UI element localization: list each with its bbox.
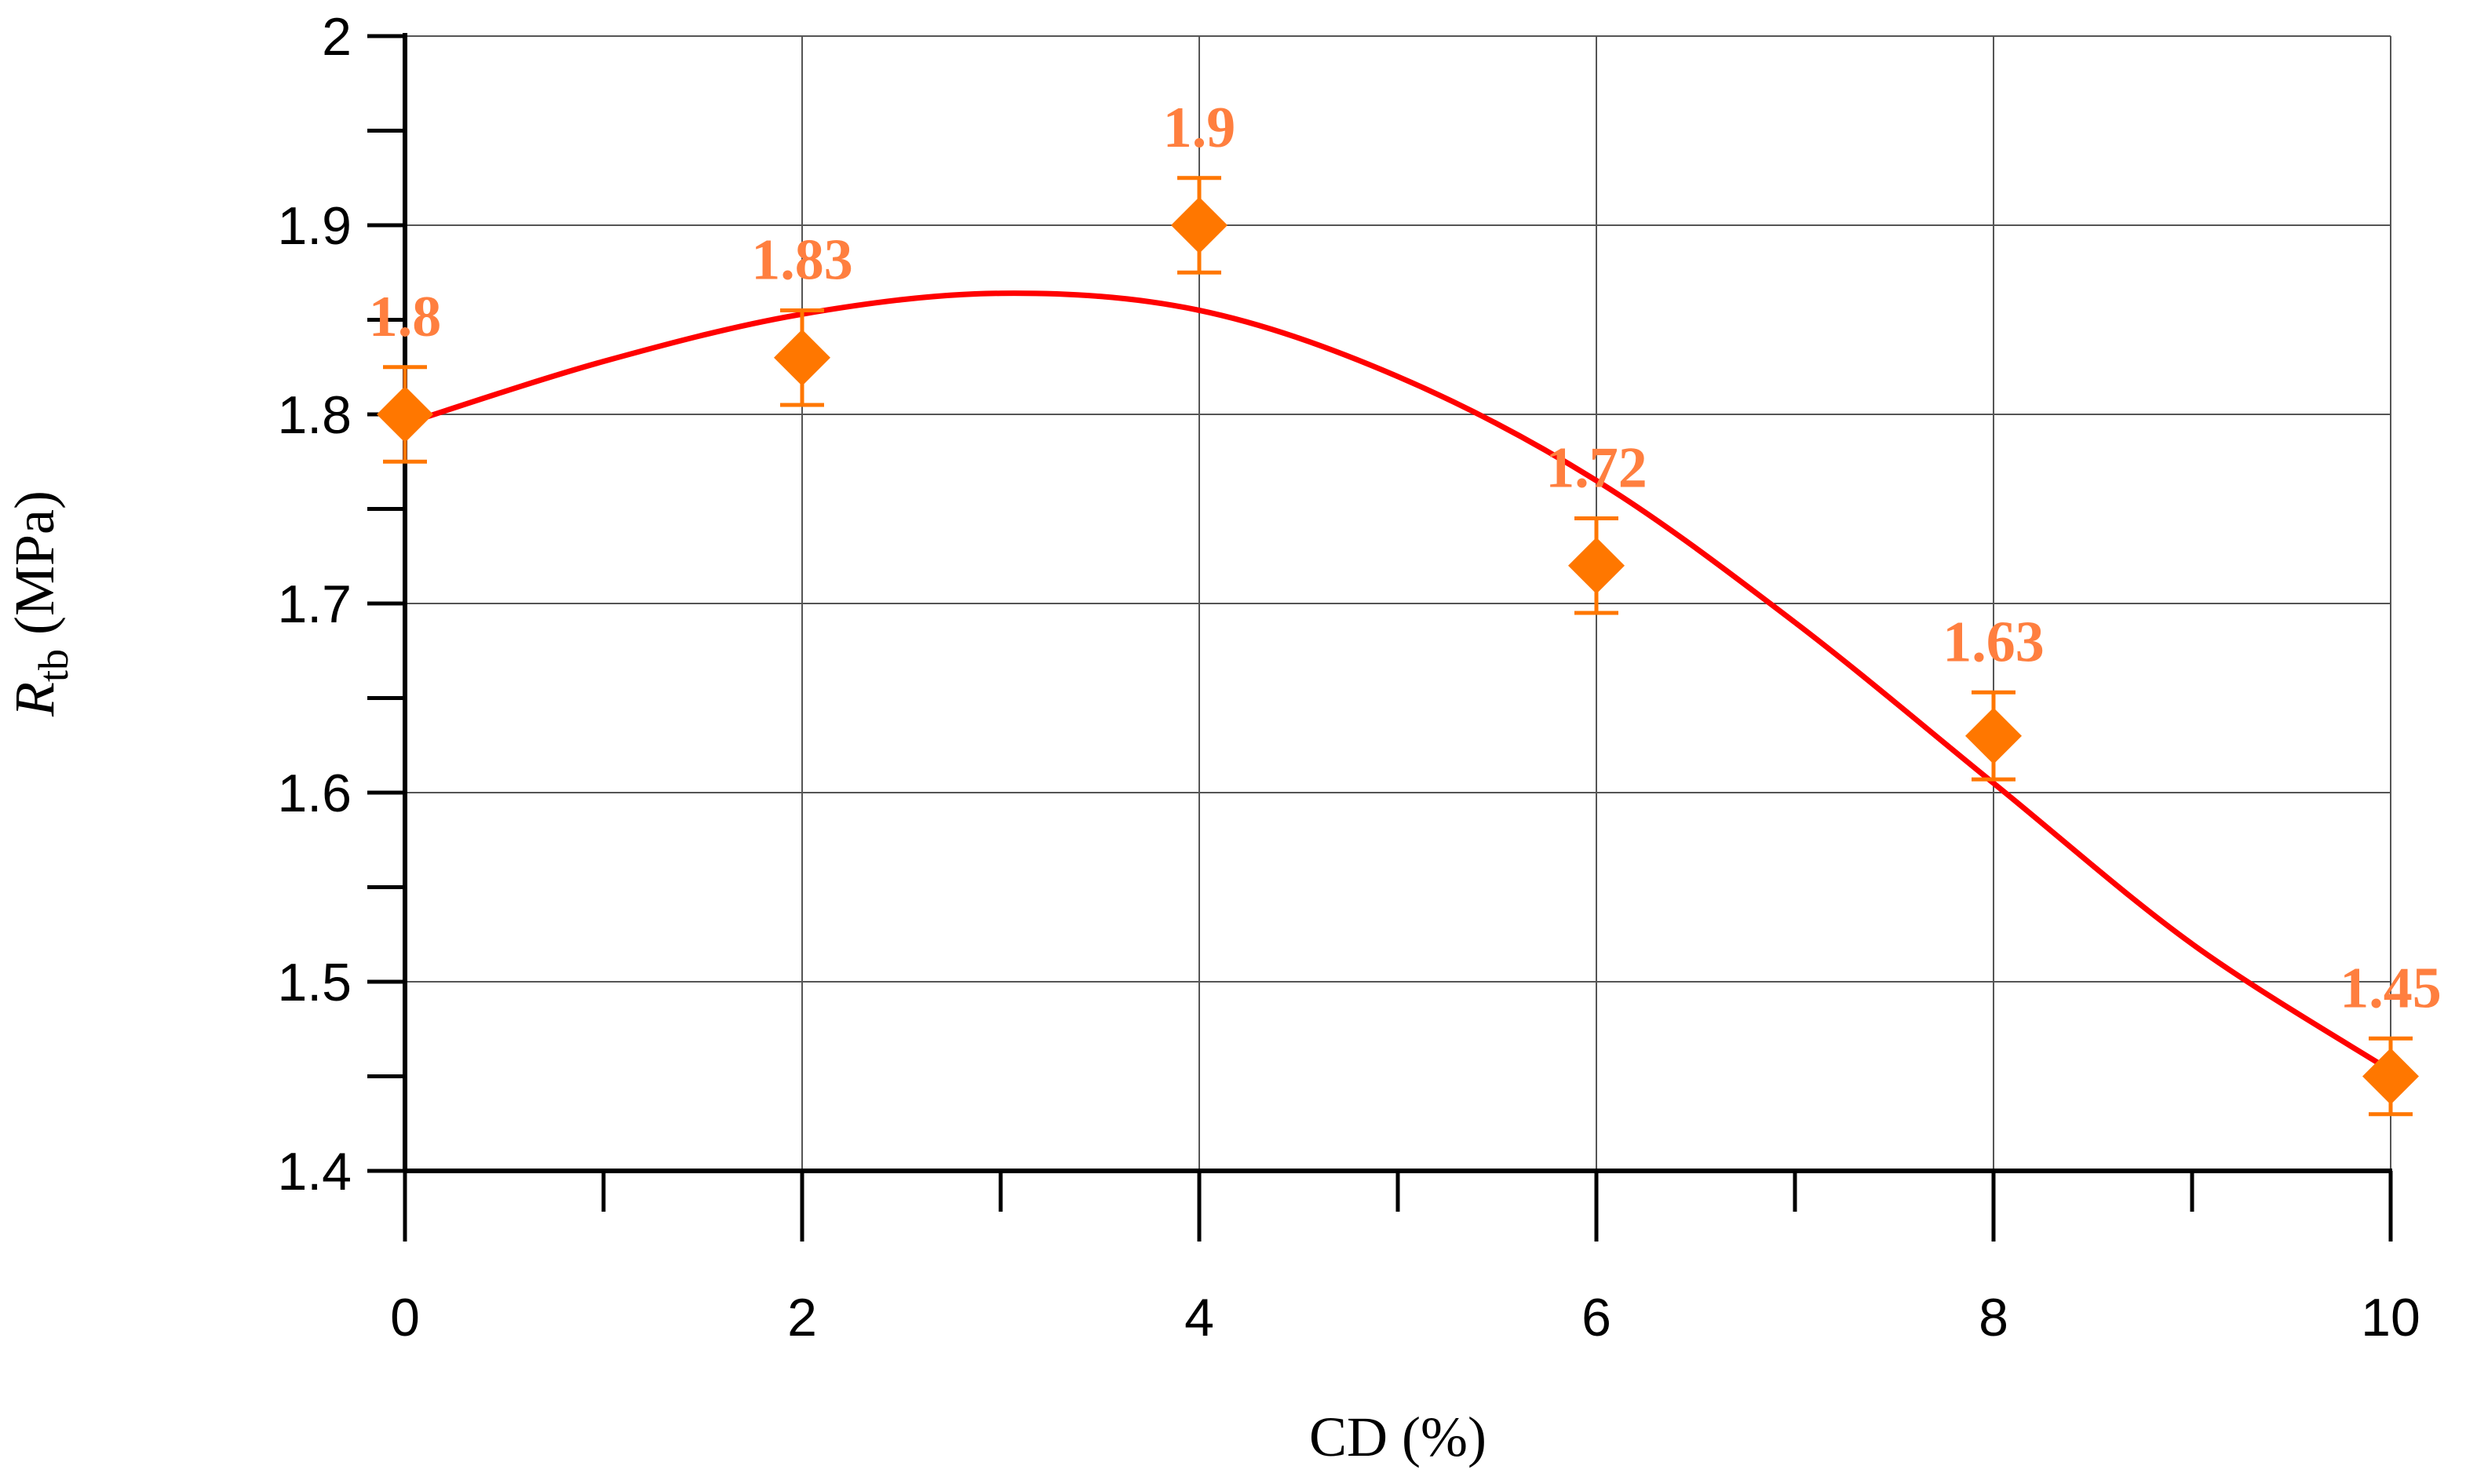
data-label: 1.9 [1163, 96, 1236, 160]
data-point [1568, 537, 1625, 594]
fit-curve [403, 290, 2392, 1074]
y-axis-title: Rtb (MPa) [3, 490, 77, 717]
x-tick-label: 6 [1581, 1288, 1611, 1347]
y-tick-label: 1.4 [277, 1142, 352, 1201]
y-tick-label: 1.9 [277, 196, 352, 256]
tick-labels: 1.4 1.5 1.6 1.7 1.8 1.9 2 0 2 4 6 8 10 [277, 7, 2420, 1347]
y-tick-label: 1.5 [277, 953, 352, 1012]
x-tick-label: 0 [390, 1288, 420, 1347]
data-label: 1.72 [1545, 436, 1647, 501]
data-point [774, 329, 830, 386]
grid [405, 35, 2391, 1171]
data-label: 1.83 [751, 228, 853, 292]
y-axis-subscript: tb [30, 649, 77, 682]
data-label: 1.8 [369, 285, 442, 349]
y-tick-label: 1.8 [277, 385, 352, 445]
data-label: 1.63 [1943, 610, 2045, 674]
y-tick-label: 2 [322, 7, 352, 67]
data-label: 1.45 [2340, 956, 2442, 1020]
data-point [377, 386, 433, 443]
x-tick-label: 8 [1979, 1288, 2008, 1347]
data-points [377, 176, 2419, 1117]
y-axis-unit: (MPa) [3, 490, 66, 649]
fit-curve-group [403, 290, 2392, 1074]
data-point [1171, 197, 1228, 253]
y-tick-label: 1.7 [277, 574, 352, 634]
data-point [2362, 1048, 2419, 1105]
x-tick-label: 2 [787, 1288, 817, 1347]
y-tick-label: 1.6 [277, 764, 352, 823]
axes [367, 33, 2393, 1242]
data-labels: 1.8 1.83 1.9 1.72 1.63 1.45 [369, 96, 2442, 1021]
y-axis-symbol: R [3, 682, 66, 717]
data-point [1965, 707, 2022, 764]
x-tick-label: 10 [2361, 1288, 2420, 1347]
x-tick-label: 4 [1184, 1288, 1214, 1347]
x-axis-title: CD (%) [1309, 1406, 1487, 1468]
